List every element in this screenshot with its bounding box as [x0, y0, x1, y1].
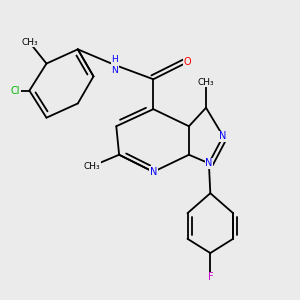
Text: CH₃: CH₃ — [198, 78, 214, 87]
Text: H
N: H N — [112, 55, 118, 75]
Text: CH₃: CH₃ — [84, 162, 100, 171]
Text: N: N — [219, 131, 227, 141]
Text: N: N — [205, 158, 213, 168]
Text: Cl: Cl — [11, 85, 20, 96]
Text: CH₃: CH₃ — [21, 38, 38, 47]
Text: O: O — [184, 57, 191, 67]
Text: N: N — [150, 167, 157, 177]
Text: F: F — [208, 272, 213, 282]
